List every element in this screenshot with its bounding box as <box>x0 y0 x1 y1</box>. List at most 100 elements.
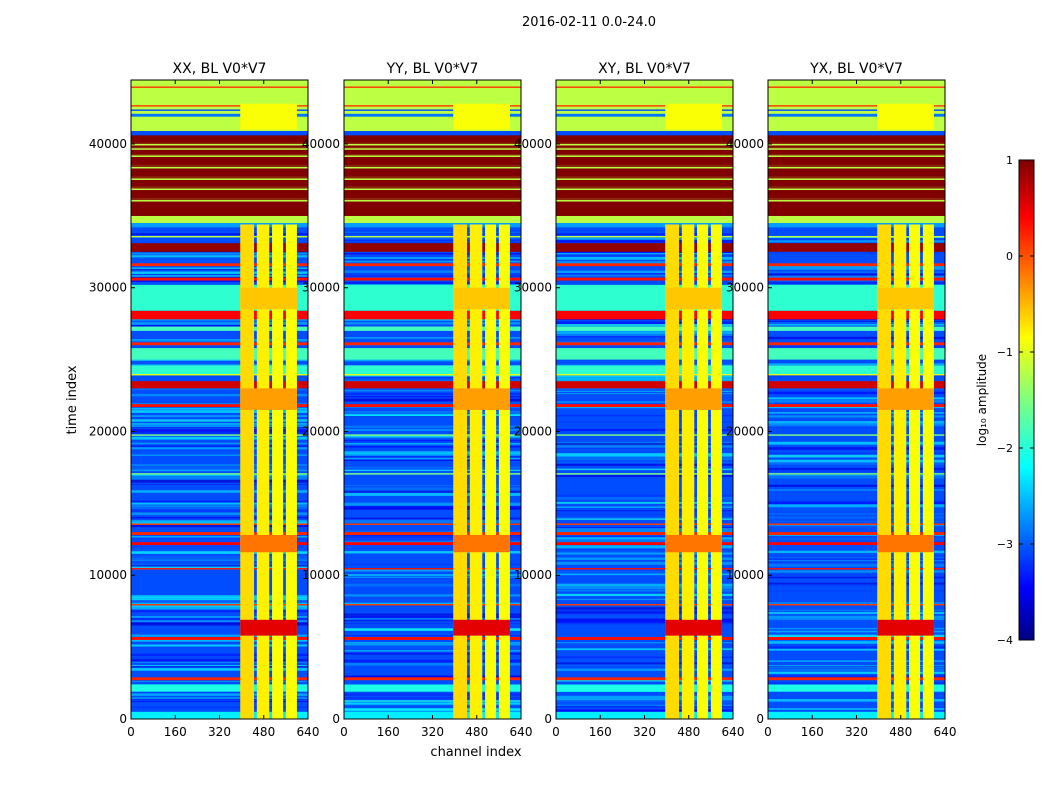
heatmap-row <box>556 437 733 439</box>
heatmap-row-band <box>344 310 521 320</box>
heatmap-row <box>131 619 308 622</box>
heatmap-row <box>556 428 733 431</box>
heatmap-row <box>768 617 945 621</box>
heatmap-row <box>556 261 733 264</box>
heatmap-row <box>556 621 733 625</box>
heatmap-row <box>344 429 521 432</box>
heatmap-row-band <box>344 342 521 346</box>
heatmap-row <box>131 436 308 440</box>
heatmap-row <box>344 401 521 405</box>
heatmap-row <box>344 439 521 442</box>
x-tick-label: 640 <box>722 725 745 739</box>
heatmap-row <box>768 459 945 463</box>
colorbar: 1 0 −1 −2 −3 −4 log₁₀ amplitude <box>975 154 1035 647</box>
heatmap-row <box>768 276 945 279</box>
heatmap-row <box>768 268 945 270</box>
heatmap-row-band <box>131 148 308 150</box>
heatmap-row <box>131 623 308 626</box>
heatmap-row-band <box>344 381 521 389</box>
heatmap-channel-band <box>710 224 722 719</box>
heatmap-row <box>556 648 733 651</box>
heatmap-row-band <box>556 148 733 150</box>
heatmap-row-band <box>131 135 308 216</box>
heatmap-row <box>556 494 733 497</box>
heatmap-row <box>556 550 733 552</box>
heatmap-row-band <box>556 326 733 331</box>
x-tick-label: 640 <box>297 725 320 739</box>
heatmap-row-band <box>131 223 308 228</box>
heatmap-row <box>556 610 733 612</box>
heatmap-row <box>131 520 308 523</box>
heatmap-row <box>131 617 308 621</box>
heatmap-row <box>131 661 308 663</box>
heatmap-row <box>556 496 733 500</box>
heatmap-row-band <box>768 568 945 570</box>
y-tick-label: 10000 <box>302 568 340 582</box>
heatmap-row <box>344 541 521 543</box>
heatmap-row <box>131 466 308 470</box>
heatmap-row <box>344 254 521 256</box>
heatmap-row-band <box>768 532 945 535</box>
heatmap-row-band <box>131 155 308 157</box>
heatmap-row <box>131 407 308 409</box>
y-tick-label: 20000 <box>89 424 127 438</box>
heatmap-channel-band <box>453 388 510 410</box>
heatmap-row <box>344 506 521 509</box>
heatmap-row <box>556 421 733 424</box>
y-tick-label: 30000 <box>726 281 764 295</box>
heatmap-row <box>768 619 945 622</box>
heatmap-row-band <box>768 373 945 376</box>
heatmap-row <box>768 239 945 241</box>
heatmap-image <box>768 80 945 719</box>
colorbar-tick-label: −1 <box>997 346 1013 359</box>
x-tick-label: 640 <box>934 725 957 739</box>
heatmap-row <box>556 557 733 560</box>
y-tick-label: 0 <box>544 712 552 726</box>
heatmap-channel-band <box>665 103 722 130</box>
heatmap-row <box>768 474 945 476</box>
x-tick-label: 160 <box>801 725 824 739</box>
heatmap-row-band <box>344 155 521 157</box>
heatmap-row <box>556 283 733 286</box>
heatmap-row <box>344 594 521 597</box>
heatmap-row <box>556 240 733 243</box>
heatmap-row <box>556 526 733 529</box>
heatmap-row-band <box>768 637 945 640</box>
heatmap-channel-band <box>665 534 722 553</box>
heatmap-row-band <box>131 166 308 169</box>
heatmap-channel-band <box>240 287 297 310</box>
heatmap-row <box>556 463 733 466</box>
heatmap-row <box>131 644 308 647</box>
heatmap-row <box>344 389 521 392</box>
figure-title: 2016-02-11 0.0-24.0 <box>522 15 656 30</box>
heatmap-row-band <box>131 373 308 376</box>
heatmap-row-band <box>768 155 945 157</box>
panel-title: XY, BL V0*V7 <box>598 61 691 77</box>
heatmap-row <box>556 546 733 549</box>
heatmap-row <box>131 429 308 433</box>
colorbar-tick-label: −4 <box>997 634 1013 647</box>
heatmap-row <box>344 459 521 462</box>
heatmap-row <box>768 489 945 491</box>
heatmap-row-band <box>131 143 308 146</box>
heatmap-row <box>768 590 945 593</box>
heatmap-row <box>344 652 521 655</box>
heatmap-row <box>131 255 308 258</box>
x-tick-label: 320 <box>845 725 868 739</box>
heatmap-row <box>131 452 308 455</box>
heatmap-row <box>131 233 308 236</box>
heatmap-row <box>344 259 521 261</box>
heatmap-row-band <box>344 86 521 88</box>
heatmap-row-band <box>344 109 521 111</box>
panel-xx: XX, BL V0*V7 0 160 320 480 640 0 10000 20000 3000… <box>89 61 320 739</box>
heatmap-row <box>344 257 521 260</box>
heatmap-row <box>131 280 308 282</box>
heatmap-row-band <box>556 677 733 681</box>
heatmap-row <box>556 363 733 367</box>
heatmap-row <box>131 605 308 607</box>
heatmap-row <box>344 615 521 618</box>
heatmap-row-band <box>344 348 521 360</box>
heatmap-row-band <box>556 342 733 346</box>
heatmap-image <box>556 80 733 719</box>
heatmap-row <box>131 563 308 566</box>
